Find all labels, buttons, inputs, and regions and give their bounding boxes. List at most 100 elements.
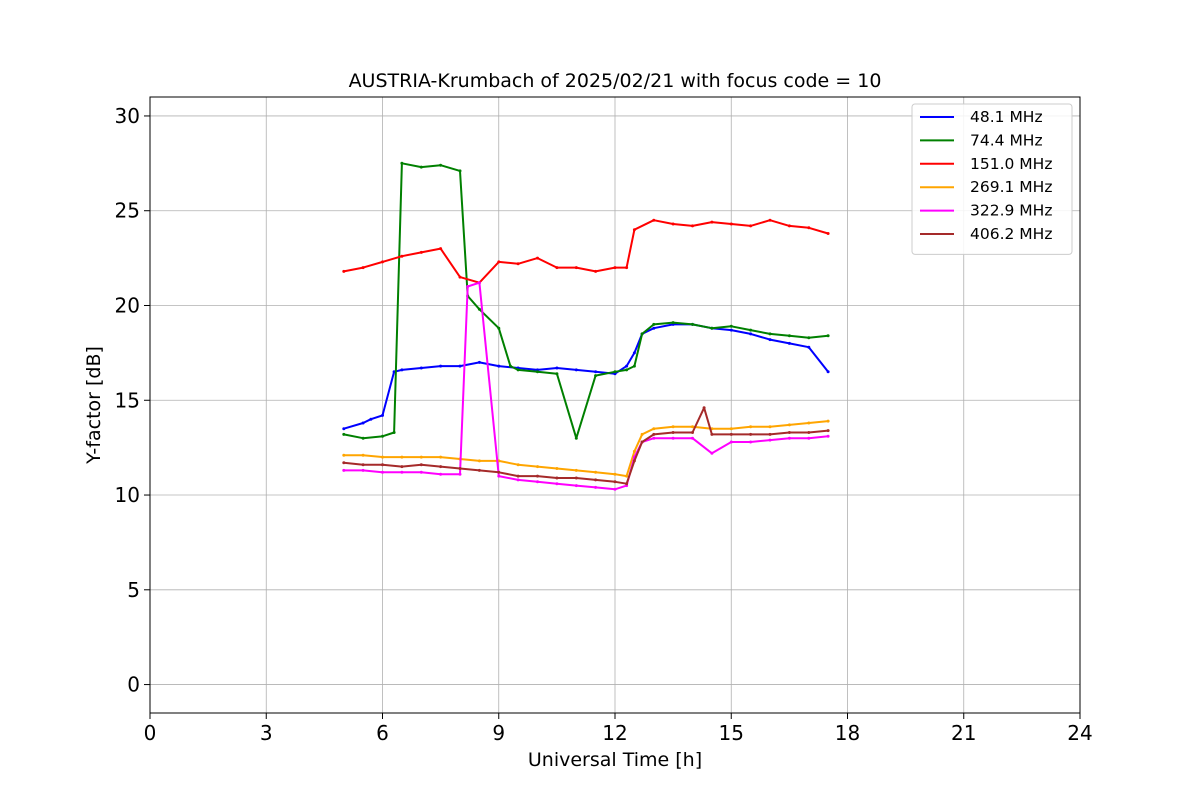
data-point-series-5 — [710, 432, 714, 436]
data-point-series-4 — [419, 470, 423, 474]
data-point-series-1 — [555, 372, 559, 376]
data-point-series-0 — [439, 364, 443, 368]
data-point-series-4 — [691, 436, 694, 440]
data-point-series-2 — [361, 266, 365, 270]
data-point-series-3 — [574, 468, 578, 472]
data-point-series-3 — [613, 472, 617, 476]
data-point-series-1 — [508, 364, 512, 368]
data-point-series-1 — [361, 436, 365, 440]
data-point-series-5 — [439, 465, 443, 469]
data-point-series-3 — [826, 419, 830, 423]
data-point-series-3 — [419, 455, 423, 459]
data-point-series-2 — [439, 247, 443, 251]
data-point-series-1 — [671, 321, 675, 325]
data-point-series-2 — [613, 266, 617, 270]
data-point-series-2 — [381, 260, 384, 264]
data-point-series-3 — [749, 425, 753, 429]
y-tick-label: 15 — [115, 388, 140, 412]
data-point-series-1 — [392, 431, 396, 434]
data-point-series-5 — [400, 465, 404, 469]
data-point-series-2 — [768, 218, 772, 222]
data-point-series-1 — [749, 328, 753, 332]
data-point-series-0 — [749, 332, 753, 336]
data-point-series-5 — [536, 474, 539, 478]
data-point-series-5 — [613, 480, 617, 484]
data-point-series-5 — [807, 431, 811, 434]
x-tick-label: 15 — [719, 721, 744, 745]
data-point-series-5 — [625, 482, 629, 486]
data-point-series-5 — [729, 432, 733, 436]
data-point-series-4 — [439, 472, 443, 476]
data-point-series-1 — [574, 436, 578, 440]
data-point-series-0 — [826, 370, 830, 374]
data-point-series-0 — [652, 326, 656, 330]
data-point-series-3 — [691, 425, 694, 429]
data-point-series-4 — [749, 440, 753, 444]
series-lines — [342, 161, 830, 491]
data-point-series-2 — [536, 256, 539, 260]
data-point-series-4 — [729, 440, 733, 444]
data-point-series-3 — [381, 455, 384, 459]
data-point-series-1 — [768, 332, 772, 336]
x-tick-label: 18 — [835, 721, 860, 745]
data-point-series-4 — [477, 281, 481, 285]
data-point-series-1 — [458, 169, 462, 173]
data-point-series-0 — [807, 345, 811, 349]
data-point-series-5 — [477, 468, 481, 472]
data-point-series-5 — [516, 474, 520, 478]
data-point-series-4 — [497, 474, 501, 478]
legend: 48.1 MHz 74.4 MHz 151.0 MHz 269.1 MHz 322.9… — [911, 103, 1073, 255]
data-point-series-2 — [749, 224, 753, 228]
data-point-series-0 — [574, 368, 578, 372]
data-point-series-0 — [768, 338, 772, 342]
y-tick-label: 0 — [127, 673, 140, 697]
data-point-series-1 — [652, 322, 656, 326]
data-point-series-4 — [555, 482, 559, 486]
data-point-series-1 — [439, 163, 443, 167]
data-point-series-4 — [807, 436, 811, 440]
data-point-series-3 — [671, 425, 675, 429]
data-point-series-4 — [613, 487, 617, 491]
legend-entry-label: 322.9 MHz — [970, 202, 1052, 220]
data-point-series-1 — [400, 161, 404, 165]
data-point-series-2 — [555, 266, 559, 270]
data-point-series-3 — [787, 423, 791, 427]
data-point-series-1 — [594, 374, 598, 378]
data-point-series-2 — [594, 269, 598, 273]
y-tick-label: 10 — [115, 483, 140, 507]
data-point-series-2 — [671, 222, 675, 226]
x-tick-label: 6 — [376, 721, 389, 745]
data-point-series-2 — [710, 220, 714, 224]
data-point-series-0 — [625, 364, 629, 368]
data-point-series-5 — [640, 440, 644, 444]
data-point-series-0 — [381, 413, 384, 417]
data-point-series-1 — [632, 364, 636, 368]
data-point-series-1 — [477, 307, 481, 311]
data-point-series-1 — [691, 322, 694, 326]
data-point-series-4 — [710, 451, 714, 455]
data-point-series-3 — [652, 427, 656, 431]
data-point-series-5 — [671, 431, 675, 434]
data-point-series-1 — [613, 370, 617, 374]
data-point-series-1 — [729, 324, 733, 328]
data-point-series-2 — [652, 218, 656, 222]
data-point-series-4 — [594, 485, 598, 489]
data-point-series-2 — [458, 275, 462, 279]
data-point-series-0 — [632, 351, 636, 355]
data-point-series-3 — [400, 455, 404, 459]
data-point-series-3 — [361, 453, 365, 457]
data-point-series-1 — [710, 326, 714, 330]
data-point-series-2 — [826, 232, 830, 235]
data-point-series-1 — [419, 165, 423, 169]
data-point-series-5 — [574, 476, 578, 480]
data-point-series-5 — [594, 478, 598, 482]
data-point-series-5 — [458, 467, 462, 470]
data-point-series-4 — [826, 434, 830, 438]
data-point-series-5 — [381, 463, 384, 467]
data-point-series-2 — [632, 228, 636, 232]
data-point-series-2 — [419, 250, 423, 254]
data-point-series-0 — [369, 417, 373, 421]
y-tick-label: 25 — [115, 199, 140, 223]
legend-entry-label: 151.0 MHz — [970, 155, 1052, 173]
